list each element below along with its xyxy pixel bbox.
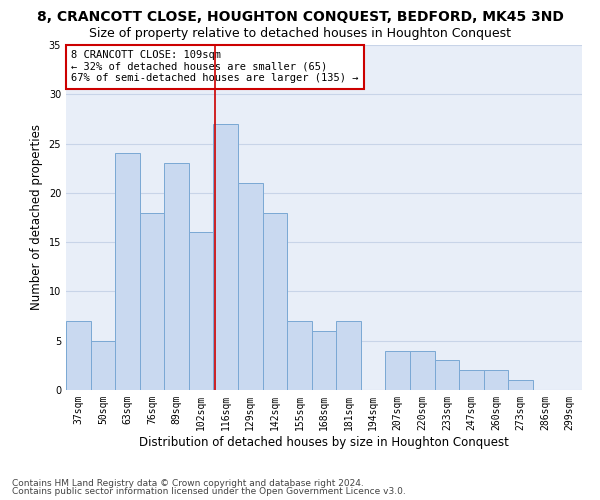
Text: 8, CRANCOTT CLOSE, HOUGHTON CONQUEST, BEDFORD, MK45 3ND: 8, CRANCOTT CLOSE, HOUGHTON CONQUEST, BE… [37,10,563,24]
Bar [238,183,263,390]
Bar [484,370,508,390]
Bar [263,212,287,390]
Bar [287,321,312,390]
Bar [140,212,164,390]
Text: Size of property relative to detached houses in Houghton Conquest: Size of property relative to detached ho… [89,28,511,40]
Bar [508,380,533,390]
Text: Contains public sector information licensed under the Open Government Licence v3: Contains public sector information licen… [12,487,406,496]
Bar [410,350,434,390]
Bar [459,370,484,390]
Y-axis label: Number of detached properties: Number of detached properties [30,124,43,310]
Text: 8 CRANCOTT CLOSE: 109sqm
← 32% of detached houses are smaller (65)
67% of semi-d: 8 CRANCOTT CLOSE: 109sqm ← 32% of detach… [71,50,359,84]
Bar [164,164,189,390]
Bar [66,321,91,390]
X-axis label: Distribution of detached houses by size in Houghton Conquest: Distribution of detached houses by size … [139,436,509,448]
Bar [385,350,410,390]
Bar [214,124,238,390]
Text: Contains HM Land Registry data © Crown copyright and database right 2024.: Contains HM Land Registry data © Crown c… [12,478,364,488]
Bar [434,360,459,390]
Bar [336,321,361,390]
Bar [91,340,115,390]
Bar [189,232,214,390]
Bar [115,154,140,390]
Bar [312,331,336,390]
